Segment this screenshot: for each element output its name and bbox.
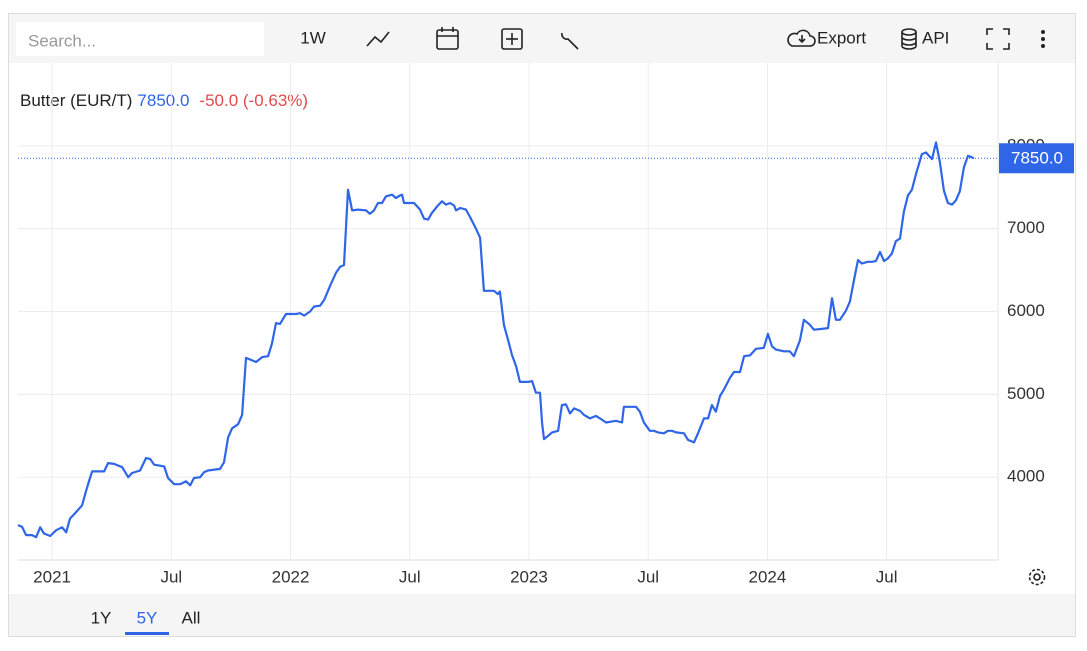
legend-header: Butter (EUR/T) 7850.0 -50.0 (-0.63%) (20, 91, 308, 110)
fullscreen-icon[interactable] (986, 28, 1010, 50)
x-tick-label: Jul (876, 567, 898, 586)
last-price-tag (999, 143, 1074, 174)
x-tick-label: Jul (637, 567, 659, 586)
range-button[interactable]: All (182, 608, 201, 627)
range-bar (9, 594, 1075, 636)
x-tick-label: 2022 (272, 567, 310, 586)
chart-type-icon[interactable] (366, 31, 390, 47)
calendar-icon[interactable] (436, 27, 459, 50)
change-value: -50.0 (-0.63%) (199, 91, 308, 110)
export-icon[interactable] (787, 29, 816, 47)
series-name: Butter (EUR/T) (20, 91, 132, 110)
range-button[interactable]: 1Y (91, 608, 112, 627)
interval-button[interactable]: 1W (300, 28, 326, 47)
y-tick-label: 7000 (1007, 218, 1045, 237)
x-tick-label: Jul (160, 567, 182, 586)
x-tick-label: 2024 (749, 567, 787, 586)
gear-icon[interactable] (1028, 568, 1046, 586)
add-indicator-icon[interactable] (501, 28, 523, 50)
api-icon[interactable] (901, 28, 917, 50)
y-tick-label: 6000 (1007, 301, 1045, 320)
x-tick-label: 2021 (33, 567, 71, 586)
settings-tool-icon[interactable] (561, 32, 579, 50)
range-button[interactable]: 5Y (137, 608, 158, 627)
x-tick-label: Jul (399, 567, 421, 586)
price-line (17, 141, 975, 539)
y-tick-label: 4000 (1007, 467, 1045, 486)
search-placeholder[interactable]: Search... (28, 31, 96, 50)
last-value: 7850.0 (137, 91, 189, 110)
last-price-label: 7850.0 (1011, 149, 1063, 168)
export-button[interactable]: Export (817, 28, 866, 47)
api-button[interactable]: API (922, 28, 949, 47)
x-tick-label: 2023 (510, 567, 548, 586)
menu-icon[interactable] (1041, 30, 1045, 48)
search-box[interactable] (16, 22, 264, 56)
y-tick-label: 5000 (1007, 384, 1045, 403)
frame (8, 13, 1076, 637)
range-active-underline (125, 632, 169, 635)
